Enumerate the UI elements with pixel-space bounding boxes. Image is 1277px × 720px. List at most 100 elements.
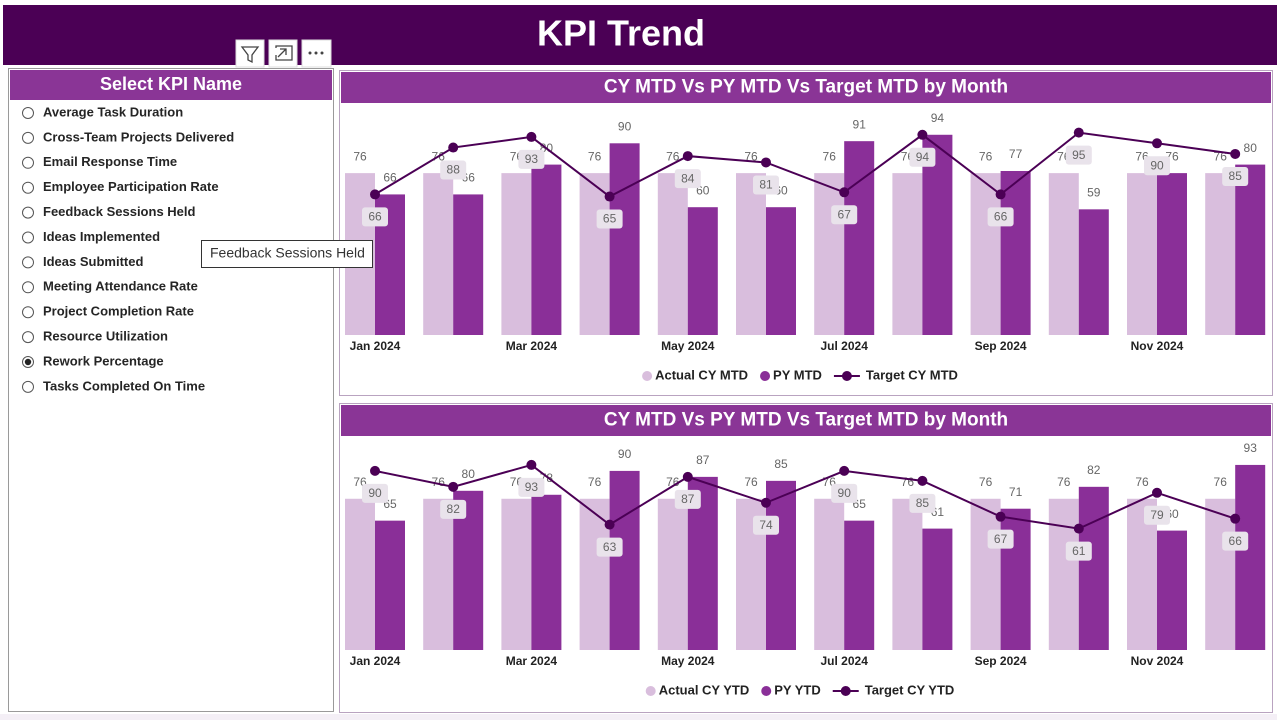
focus-button[interactable] <box>268 39 298 68</box>
radio-button[interactable] <box>22 206 34 219</box>
data-label-box <box>831 483 858 503</box>
radio-button[interactable] <box>22 131 34 144</box>
legend-label: Target CY YTD <box>865 682 955 697</box>
data-label-box <box>987 529 1014 549</box>
slicer-header <box>10 70 332 100</box>
data-label-box <box>1144 156 1170 176</box>
radio-button[interactable] <box>22 107 34 119</box>
x-tick-label: Mar 2024 <box>506 339 558 353</box>
legend-label: Target CY MTD <box>866 367 958 382</box>
line-point <box>682 471 693 482</box>
data-label: 88 <box>447 163 461 177</box>
data-label: 76 <box>588 149 602 163</box>
bar <box>423 498 454 650</box>
x-tick-label: Jan 2024 <box>350 654 401 668</box>
slicer-item[interactable]: Rework Percentage <box>43 353 164 368</box>
radio-button[interactable] <box>22 380 34 393</box>
slicer-item[interactable]: Ideas Submitted <box>43 254 143 269</box>
bar <box>1205 498 1236 650</box>
bar <box>501 173 532 335</box>
slicer-item[interactable]: Project Completion Rate <box>43 304 194 319</box>
slicer-item[interactable]: Tasks Completed On Time <box>43 378 205 393</box>
header-bar <box>3 5 1277 65</box>
data-label: 94 <box>916 150 930 164</box>
bar <box>844 141 875 335</box>
line-point <box>1230 513 1241 524</box>
bar <box>892 173 923 335</box>
data-label: 63 <box>603 540 617 554</box>
data-label-box <box>1065 145 1092 165</box>
bar <box>423 173 454 335</box>
bar <box>687 207 718 335</box>
legend-label: Actual CY MTD <box>655 367 748 382</box>
data-label: 76 <box>666 149 680 163</box>
data-label-box <box>440 160 467 180</box>
legend-marker <box>645 686 656 696</box>
bar <box>609 143 640 335</box>
line-point <box>839 187 850 198</box>
bar <box>844 520 875 650</box>
data-label-box <box>753 515 779 535</box>
radio-button[interactable] <box>22 256 34 269</box>
legend: Actual CY MTD PY MTD Target CY MTD <box>642 367 958 382</box>
legend-marker <box>841 371 852 381</box>
data-label: 76 <box>979 149 993 163</box>
slicer-item[interactable]: Feedback Sessions Held <box>43 204 196 219</box>
slicer-item[interactable]: Ideas Implemented <box>43 229 160 244</box>
line-point <box>839 465 850 476</box>
radio-button[interactable] <box>22 156 34 169</box>
x-tick-label: Sep 2024 <box>975 654 1027 668</box>
bar <box>345 498 375 650</box>
charts: CY MTD Vs PY MTD Vs Target MTD by Month J… <box>341 72 1271 697</box>
data-label: 90 <box>838 486 852 500</box>
slicer-item[interactable]: Email Response Time <box>43 154 177 169</box>
radio-button[interactable] <box>22 231 34 244</box>
line-point <box>1073 523 1084 534</box>
bar <box>766 480 796 650</box>
data-label-box <box>1144 505 1170 525</box>
more-dot <box>320 51 324 55</box>
bar <box>1078 486 1109 650</box>
data-label: 76 <box>588 475 602 489</box>
line-point <box>995 189 1006 200</box>
tooltip-box <box>201 240 373 268</box>
data-label: 82 <box>447 502 461 516</box>
bar <box>922 134 953 335</box>
filter-button[interactable] <box>235 39 265 68</box>
legend-label: PY YTD <box>774 682 820 697</box>
legend-marker <box>840 686 851 696</box>
radio-dot <box>24 358 32 366</box>
radio-button[interactable] <box>22 331 34 344</box>
radio-button[interactable] <box>22 181 34 194</box>
data-label: 84 <box>681 171 695 185</box>
data-label: 82 <box>1087 463 1101 477</box>
line-point <box>370 189 380 200</box>
slicer-item[interactable]: Employee Participation Rate <box>43 179 219 194</box>
data-label: 90 <box>618 447 632 461</box>
data-label-box <box>1222 166 1249 186</box>
bar <box>1235 164 1266 335</box>
slicer-item[interactable]: Resource Utilization <box>43 329 168 344</box>
bar <box>970 498 1001 650</box>
slicer-item[interactable]: Average Task Duration <box>43 104 183 119</box>
line-point <box>448 142 459 153</box>
data-label-box <box>1222 531 1249 551</box>
data-label-box <box>1065 541 1092 561</box>
legend-label: Actual CY YTD <box>659 682 750 697</box>
data-label: 76 <box>744 475 758 489</box>
radio-button[interactable] <box>22 281 34 294</box>
x-tick-label: May 2024 <box>661 654 715 668</box>
slicer-item[interactable]: Cross-Team Projects Delivered <box>43 129 234 144</box>
data-label: 76 <box>1135 475 1149 489</box>
bar <box>501 498 532 650</box>
bar <box>579 498 610 650</box>
line-point <box>917 475 928 486</box>
data-label: 66 <box>1229 534 1243 548</box>
data-label-box <box>909 493 936 513</box>
more-dot <box>308 51 312 55</box>
slicer-item[interactable]: Meeting Attendance Rate <box>43 279 198 294</box>
radio-button[interactable] <box>22 306 34 319</box>
data-label: 66 <box>383 171 397 185</box>
bar <box>579 173 610 335</box>
